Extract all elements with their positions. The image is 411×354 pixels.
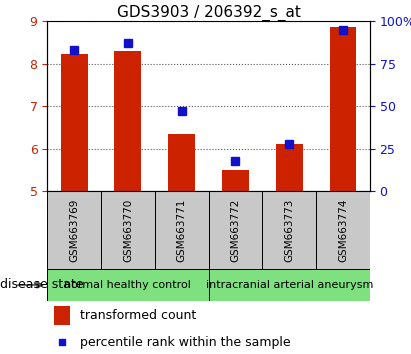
- Bar: [47, 269, 209, 301]
- Bar: [209, 269, 370, 301]
- Bar: [276, 144, 302, 191]
- Text: intracranial arterial aneurysm: intracranial arterial aneurysm: [206, 280, 373, 290]
- Text: GSM663769: GSM663769: [69, 198, 79, 262]
- Text: transformed count: transformed count: [79, 309, 196, 322]
- Text: GSM663770: GSM663770: [123, 199, 133, 262]
- Text: GSM663773: GSM663773: [284, 198, 294, 262]
- Text: percentile rank within the sample: percentile rank within the sample: [79, 336, 290, 349]
- Bar: [61, 55, 88, 191]
- Bar: [101, 191, 155, 269]
- Text: GSM663772: GSM663772: [231, 198, 240, 262]
- Text: normal healthy control: normal healthy control: [65, 280, 192, 290]
- Title: GDS3903 / 206392_s_at: GDS3903 / 206392_s_at: [117, 5, 300, 21]
- Bar: [168, 134, 195, 191]
- Bar: [209, 191, 262, 269]
- Bar: [47, 191, 101, 269]
- Bar: [115, 51, 141, 191]
- Bar: [262, 191, 316, 269]
- Text: GSM663771: GSM663771: [177, 198, 187, 262]
- Bar: [155, 191, 208, 269]
- Bar: [54, 306, 70, 325]
- Bar: [316, 191, 370, 269]
- Bar: [330, 27, 356, 191]
- Bar: [222, 170, 249, 191]
- Text: disease state: disease state: [0, 279, 83, 291]
- Text: GSM663774: GSM663774: [338, 198, 348, 262]
